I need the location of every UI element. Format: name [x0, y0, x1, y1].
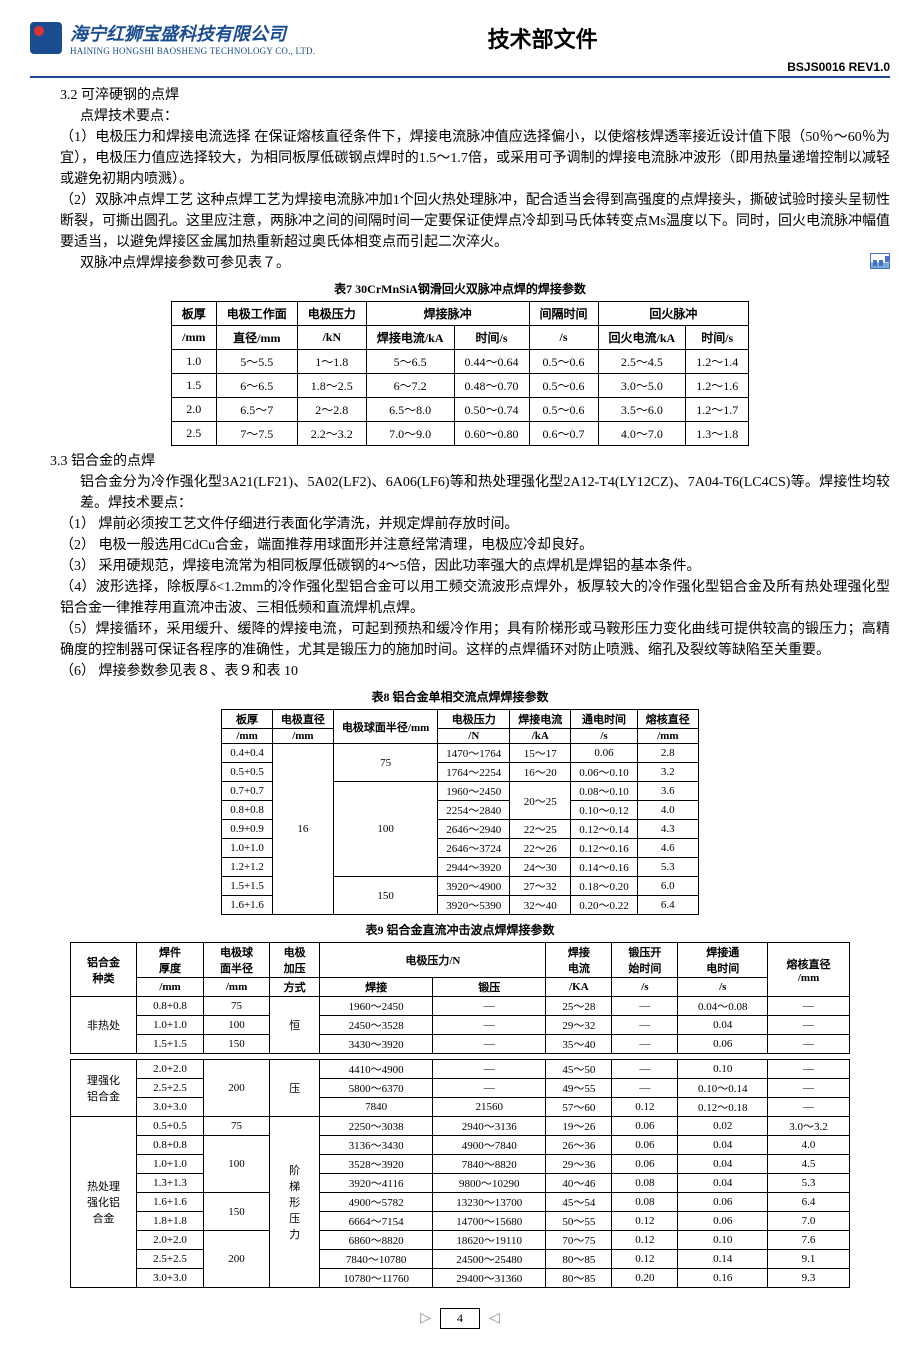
t7-h-eleface: 电极工作面 — [216, 302, 297, 326]
sec33-p6: （6） 焊接参数参见表８、表９和表 10 — [60, 661, 890, 682]
table9-caption: 表9 铝合金直流冲击波点焊焊接参数 — [30, 921, 890, 938]
logo-block: 海宁红狮宝盛科技有限公司 HAINING HONGSHI BAOSHENG TE… — [30, 20, 315, 56]
sec32-p3: 双脉冲点焊焊接参数可参见表７。 — [80, 253, 890, 274]
table-row: 1.05～5.51～1.85～6.50.44～0.640.5～0.62.5～4.… — [171, 350, 748, 374]
t7-h-thickness: 板厚 — [171, 302, 216, 326]
sec32-p1: （1）电极压力和焊接电流选择 在保证熔核直径条件下，焊接电流脉冲值应选择偏小，以… — [60, 127, 890, 190]
table-row: 0.4+0.416751470～176415～170.062.8 — [222, 744, 699, 763]
sec33-p1: （1） 焊前必须按工艺文件仔细进行表面化学清洗，并规定焊前存放时间。 — [60, 514, 890, 535]
table-row: 3.0+3.010780～1176029400～3136080～850.200.… — [71, 1269, 850, 1288]
table7-caption: 表7 30CrMnSiA钢滑回火双脉冲点焊的焊接参数 — [30, 280, 890, 297]
table-row: 1.0+1.03528～39207840～882029～360.060.044.… — [71, 1155, 850, 1174]
table-row: 热处理 强化铝 合金0.5+0.575阶 梯 形 压 力2250～3038294… — [71, 1117, 850, 1136]
table-row: 1.5+1.51503430～3920—35～40—0.06— — [71, 1035, 850, 1054]
table-row: 3.0+3.078402156057～600.120.12～0.18— — [71, 1098, 850, 1117]
sec33-p2: （2） 电极一般选用CdCu合金，端面推荐用球面形并注意经常清理，电极应冷却良好… — [60, 535, 890, 556]
company-name-cn: 海宁红狮宝盛科技有限公司 — [70, 20, 315, 46]
document-title: 技术部文件 — [315, 22, 770, 54]
table-row: 1.0+1.01002450～3528—29～32—0.04— — [71, 1016, 850, 1035]
table-row: 2.0+2.02006860～882018620～1911070～750.120… — [71, 1231, 850, 1250]
t7-h-weldpulse: 焊接脉冲 — [366, 302, 529, 326]
sec33-p4: （4）波形选择，除板厚δ<1.2mm的冷作强化型铝合金可以用工频交流波形点焊外，… — [60, 577, 890, 619]
table-row: 1.56～6.51.8～2.56～7.20.48～0.700.5～0.63.0～… — [171, 374, 748, 398]
t7-h-temperpulse: 回火脉冲 — [598, 302, 749, 326]
sec33-p3: （3） 采用硬规范，焊接电流常为相同板厚低碳钢的4～5倍，因此功率强大的点焊机是… — [60, 556, 890, 577]
table-row: 1.8+1.86664～715414700～1568050～550.120.06… — [71, 1212, 850, 1231]
next-page-arrow[interactable]: ◁ — [483, 1311, 506, 1326]
table-row: 2.5+2.55800～6370—49～55—0.10～0.14— — [71, 1079, 850, 1098]
table-9: 铝合金种类 焊件厚度 电极球面半径 电极加压 电极压力/N 焊接电流 锻压开始时… — [70, 942, 850, 1288]
sec32-lead: 点焊技术要点： — [80, 106, 890, 127]
table8-caption: 表8 铝合金单相交流点焊焊接参数 — [30, 688, 890, 705]
sec33-p0: 铝合金分为冷作强化型3A21(LF21)、5A02(LF2)、6A06(LF6)… — [80, 472, 890, 514]
table-row: 2.57～7.52.2～3.27.0～9.00.60～0.800.6～0.74.… — [171, 422, 748, 446]
table-8: 板厚 电极直径 电极球面半径/mm 电极压力 焊接电流 通电时间 熔核直径 /m… — [221, 709, 699, 915]
t7-h-interval: 间隔时间 — [529, 302, 598, 326]
section-3-3-title: 3.3 铝合金的点焊 — [50, 450, 890, 470]
chart-icon — [870, 253, 890, 269]
document-code: BSJS0016 REV1.0 — [30, 60, 890, 74]
company-logo-icon — [30, 22, 62, 54]
prev-page-arrow[interactable]: ▷ — [414, 1311, 437, 1326]
table-row: 理强化 铝合金2.0+2.0200压4410～4900—45～50—0.10— — [71, 1060, 850, 1079]
page-footer: ▷ 4 ◁ — [30, 1308, 890, 1329]
table-row: 2.06.5～72～2.86.5～8.00.50～0.740.5～0.63.5～… — [171, 398, 748, 422]
table-row: 1.3+1.33920～41169800～1029040～460.080.045… — [71, 1174, 850, 1193]
page-number: 4 — [440, 1308, 480, 1329]
table-7: 板厚 电极工作面 电极压力 焊接脉冲 间隔时间 回火脉冲 /mm 直径/mm /… — [171, 301, 749, 446]
company-name-en: HAINING HONGSHI BAOSHENG TECHNOLOGY CO.,… — [70, 46, 315, 56]
table-row: 2.5+2.57840～1078024500～2548080～850.120.1… — [71, 1250, 850, 1269]
sec33-p5: （5）焊接循环，采用缓升、缓降的焊接电流，可起到预热和缓冷作用；具有阶梯形或马鞍… — [60, 619, 890, 661]
sec32-p2: （2）双脉冲点焊工艺 这种点焊工艺为焊接电流脉冲加1个回火热处理脉冲，配合适当会… — [60, 190, 890, 253]
section-3-2-title: 3.2 可淬硬钢的点焊 — [60, 84, 890, 104]
page-header: 海宁红狮宝盛科技有限公司 HAINING HONGSHI BAOSHENG TE… — [30, 20, 890, 56]
table-row: 非热处0.8+0.875恒1960～2450—25～28—0.04～0.08— — [71, 997, 850, 1016]
table-row: 1.6+1.61504900～578213230～1370045～540.080… — [71, 1193, 850, 1212]
table-row: 0.8+0.81003136～34304900～784026～360.060.0… — [71, 1136, 850, 1155]
t7-h-pressure: 电极压力 — [297, 302, 366, 326]
header-rule — [30, 76, 890, 78]
